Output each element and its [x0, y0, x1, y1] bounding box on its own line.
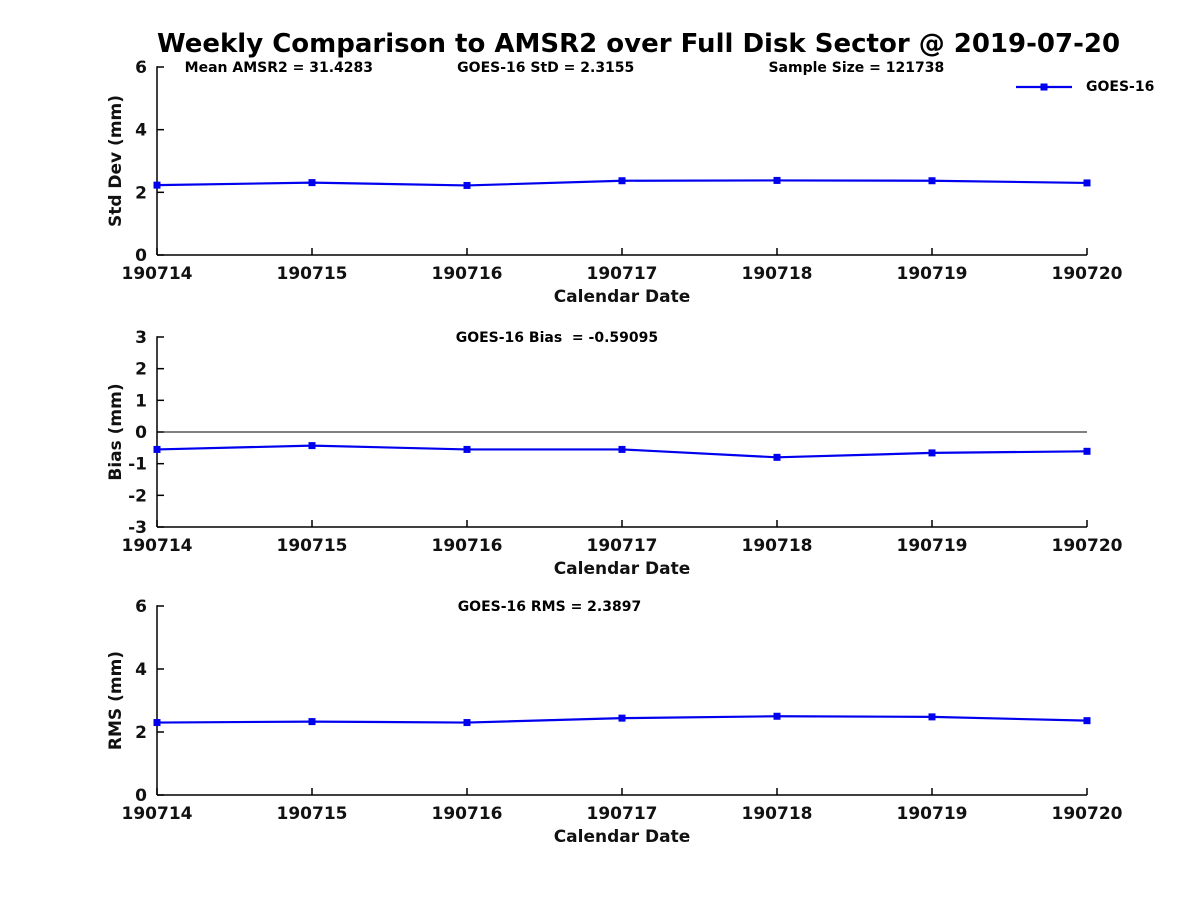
- y-tick-label: 2: [135, 183, 147, 203]
- x-tick-label: 190718: [742, 264, 813, 284]
- y-tick-label: -2: [128, 486, 147, 506]
- data-point-marker: [1083, 179, 1091, 187]
- y-tick-label: 1: [135, 391, 147, 411]
- x-tick-label: 190719: [897, 804, 968, 824]
- y-tick-label: 6: [135, 597, 147, 617]
- rms-chart: 0 2 4 6 190714 190715 190716 190717 190718 190719…: [106, 597, 1123, 847]
- x-tick-label: 190715: [277, 804, 348, 824]
- x-tick-label: 190718: [742, 536, 813, 556]
- y-tick-label: -3: [128, 518, 147, 538]
- y-tick-label: -1: [128, 455, 147, 475]
- x-tick-label: 190720: [1052, 804, 1123, 824]
- data-point-marker: [1083, 447, 1091, 455]
- data-point-marker: [463, 719, 471, 727]
- x-axis-label: Calendar Date: [554, 559, 691, 579]
- data-point-marker: [153, 181, 161, 189]
- x-tick-label: 190719: [897, 536, 968, 556]
- std-dev-annotation: Mean AMSR2 = 31.4283: [185, 60, 373, 76]
- rms-annotation: GOES-16 RMS = 2.3897: [458, 599, 642, 615]
- x-tick-label: 190715: [277, 536, 348, 556]
- x-tick-label: 190717: [587, 264, 658, 284]
- data-point-marker: [618, 714, 626, 722]
- legend-square-marker-icon: [1040, 83, 1048, 91]
- x-tick-label: 190716: [432, 264, 503, 284]
- x-tick-label: 190718: [742, 804, 813, 824]
- data-point-marker: [773, 712, 781, 720]
- y-tick-label: 4: [135, 660, 147, 680]
- y-tick-label: 0: [135, 246, 147, 266]
- data-point-marker: [928, 177, 936, 185]
- y-tick-label: 0: [135, 786, 147, 806]
- x-tick-label: 190717: [587, 536, 658, 556]
- data-point-marker: [1083, 717, 1091, 725]
- y-tick-label: 6: [135, 58, 147, 78]
- data-point-marker: [618, 177, 626, 185]
- y-axis-label: Std Dev (mm): [106, 95, 126, 227]
- data-point-marker: [928, 713, 936, 721]
- legend-line-marker-icon: [1016, 83, 1072, 91]
- y-tick-label: 3: [135, 328, 147, 348]
- x-tick-label: 190717: [587, 804, 658, 824]
- x-tick-label: 190714: [122, 264, 193, 284]
- y-tick-label: 0: [135, 423, 147, 443]
- std-dev-chart: 0 2 4 6 190714 190715 190716 190717 190718 190719…: [106, 58, 1123, 307]
- x-tick-label: 190714: [122, 536, 193, 556]
- y-axis-label: Bias (mm): [106, 383, 126, 480]
- data-point-marker: [618, 445, 626, 453]
- x-tick-label: 190719: [897, 264, 968, 284]
- x-axis-label: Calendar Date: [554, 287, 691, 307]
- data-point-marker: [153, 719, 161, 727]
- figure-title: Weekly Comparison to AMSR2 over Full Dis…: [157, 29, 1121, 59]
- data-point-marker: [308, 718, 316, 726]
- x-tick-label: 190715: [277, 264, 348, 284]
- legend: GOES-16: [1014, 79, 1154, 95]
- data-point-marker: [153, 445, 161, 453]
- data-point-marker: [773, 453, 781, 461]
- data-point-marker: [773, 176, 781, 184]
- x-tick-label: 190716: [432, 804, 503, 824]
- std-dev-annotation: GOES-16 StD = 2.3155: [457, 60, 634, 76]
- legend-label: GOES-16: [1086, 79, 1155, 95]
- data-point-marker: [308, 442, 316, 450]
- x-axis-label: Calendar Date: [554, 827, 691, 847]
- data-point-marker: [928, 449, 936, 457]
- y-tick-label: 2: [135, 723, 147, 743]
- data-point-marker: [463, 445, 471, 453]
- y-tick-label: 4: [135, 121, 147, 141]
- x-tick-label: 190720: [1052, 536, 1123, 556]
- y-axis-label: RMS (mm): [106, 651, 126, 750]
- data-point-marker: [308, 179, 316, 187]
- x-tick-label: 190716: [432, 536, 503, 556]
- data-point-marker: [463, 181, 471, 189]
- x-tick-label: 190714: [122, 804, 193, 824]
- x-tick-label: 190720: [1052, 264, 1123, 284]
- std-dev-annotation: Sample Size = 121738: [768, 60, 944, 76]
- y-tick-label: 2: [135, 360, 147, 380]
- bias-annotation: GOES-16 Bias = -0.59095: [456, 330, 658, 346]
